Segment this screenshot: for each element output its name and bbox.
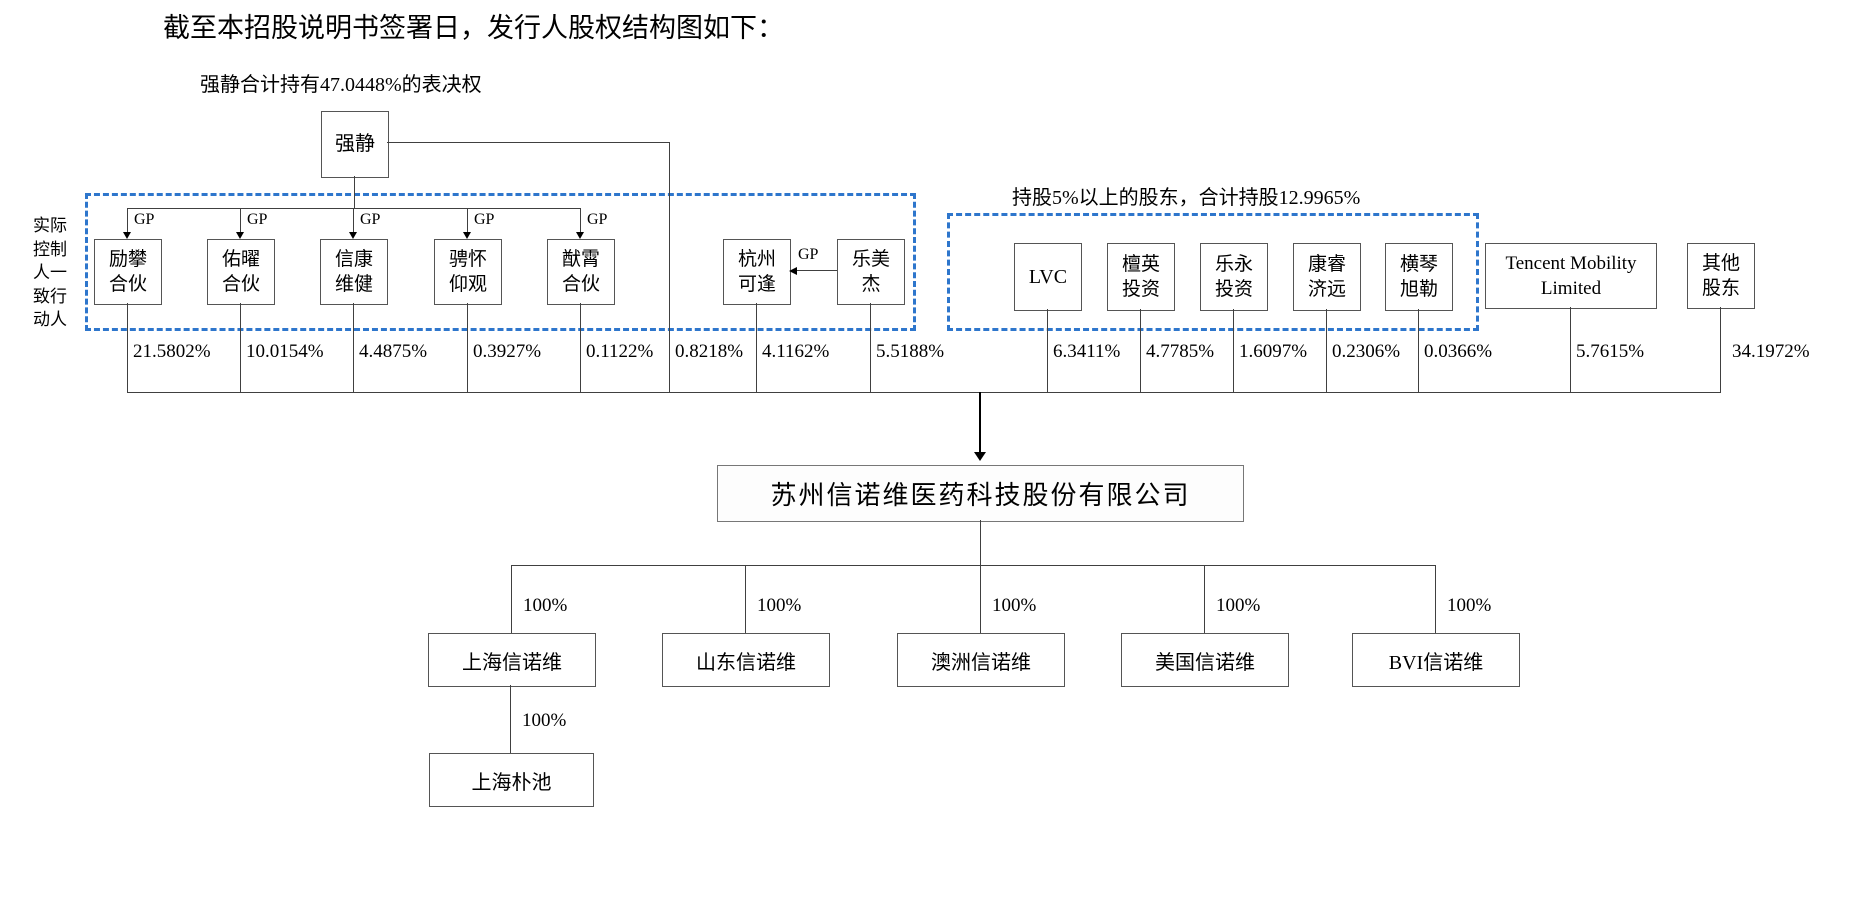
ownership-percent-label: 100% — [757, 595, 802, 616]
ownership-percent-label: 100% — [522, 710, 567, 731]
shareholder-box-chenghuai: 骋怀 仰观 — [434, 239, 502, 305]
shareholder-box-hengqin: 横琴 旭勒 — [1385, 243, 1453, 311]
connector-line — [1418, 309, 1419, 392]
connector-line — [756, 303, 757, 392]
connector-line — [353, 303, 354, 392]
connector-line — [580, 208, 581, 233]
subsidiary-box-meiguo-xinnuowei: 美国信诺维 — [1121, 633, 1289, 687]
connector-line — [1570, 307, 1571, 392]
gp-label: GP — [474, 211, 495, 228]
ownership-percent-label: 100% — [1216, 595, 1261, 616]
ownership-percent-label: 5.7615% — [1576, 341, 1645, 362]
gp-label: GP — [247, 211, 268, 228]
connector-line — [669, 142, 670, 392]
subsidiary-box-bvi-xinnuowei: BVI信诺维 — [1352, 633, 1520, 687]
connector-line — [127, 303, 128, 392]
connector-line — [1047, 309, 1048, 392]
connector-line — [980, 520, 981, 565]
actual-controller-group-label: 实际控制人一致行动人 — [33, 216, 67, 329]
connector-line — [745, 565, 746, 633]
ownership-percent-label: 5.5188% — [876, 341, 945, 362]
shareholder-box-lipan: 励攀 合伙 — [94, 239, 162, 305]
connector-line — [796, 270, 837, 271]
connector-line — [1204, 565, 1205, 633]
ownership-percent-label: 100% — [1447, 595, 1492, 616]
shareholder-box-leyong: 乐永 投资 — [1200, 243, 1268, 311]
connector-line — [1233, 309, 1234, 392]
connector-line — [870, 303, 871, 392]
connector-line — [127, 208, 128, 233]
arrow-down-icon — [463, 232, 471, 239]
gp-label: GP — [798, 246, 819, 263]
connector-line — [1720, 307, 1721, 392]
ownership-percent-label: 4.4875% — [359, 341, 428, 362]
ownership-percent-label: 1.6097% — [1239, 341, 1308, 362]
ownership-percent-label: 34.1972% — [1732, 341, 1810, 362]
connector-line — [467, 303, 468, 392]
shareholder-box-other-shareholders: 其他 股东 — [1687, 243, 1755, 309]
connector-line — [127, 392, 1721, 393]
ownership-percent-label: 4.7785% — [1146, 341, 1215, 362]
ownership-percent-label: 0.1122% — [586, 341, 654, 362]
ownership-percent-label: 0.3927% — [473, 341, 542, 362]
ownership-percent-label: 100% — [523, 595, 568, 616]
shareholder-box-kangrui: 康睿 济远 — [1293, 243, 1361, 311]
connector-line — [1326, 309, 1327, 392]
connector-line — [240, 208, 241, 233]
acting-in-concert-group-frame — [85, 193, 916, 331]
connector-line — [387, 142, 669, 143]
connector-line — [511, 565, 512, 633]
ownership-percent-label: 21.5802% — [133, 341, 211, 362]
shareholder-box-xinkangweijian: 信康 维健 — [320, 239, 388, 305]
gp-label: GP — [587, 211, 608, 228]
arrow-down-icon — [236, 232, 244, 239]
shareholder-box-tencent-mobility: Tencent Mobility Limited — [1485, 243, 1657, 309]
ownership-percent-label: 100% — [992, 595, 1037, 616]
connector-line — [354, 176, 355, 209]
connector-line — [467, 208, 468, 233]
voting-note: 强静合计持有47.0448%的表决权 — [200, 74, 482, 96]
company-box-issuer: 苏州信诺维医药科技股份有限公司 — [717, 465, 1244, 522]
shareholder-box-lvc: LVC — [1014, 243, 1082, 311]
ownership-percent-label: 4.1162% — [762, 341, 830, 362]
shareholder-box-lemeijie: 乐美 杰 — [837, 239, 905, 305]
arrow-left-icon — [789, 267, 797, 275]
connector-line — [127, 208, 581, 209]
connector-line — [1435, 565, 1436, 633]
subsidiary-box-aozhou-xinnuowei: 澳洲信诺维 — [897, 633, 1065, 687]
ownership-percent-label: 0.2306% — [1332, 341, 1401, 362]
connector-line — [980, 565, 981, 633]
gp-label: GP — [134, 211, 155, 228]
shareholder-box-hangzhoukefeng: 杭州 可逢 — [723, 239, 791, 305]
connector-line — [511, 565, 1436, 566]
subsidiary-box-shanghai-puchi: 上海朴池 — [429, 753, 594, 807]
arrow-down-icon — [349, 232, 357, 239]
major-shareholder-group-frame — [947, 213, 1479, 331]
ownership-percent-label: 6.3411% — [1053, 341, 1121, 362]
ownership-percent-label: 0.0366% — [1424, 341, 1493, 362]
subsidiary-box-shanghai-xinnuowei: 上海信诺维 — [428, 633, 596, 687]
arrow-down-icon — [974, 452, 986, 461]
connector-line — [510, 685, 511, 753]
shareholder-box-qiangjing: 强静 — [321, 111, 389, 178]
connector-line — [979, 392, 981, 453]
arrow-down-icon — [123, 232, 131, 239]
connector-line — [580, 303, 581, 392]
ownership-percent-label-qiangjing-direct: 0.8218% — [675, 341, 744, 362]
arrow-down-icon — [576, 232, 584, 239]
subsidiary-box-shandong-xinnuowei: 山东信诺维 — [662, 633, 830, 687]
diagram-caption: 截至本招股说明书签署日，发行人股权结构图如下： — [163, 13, 784, 43]
ownership-percent-label: 10.0154% — [246, 341, 324, 362]
shareholder-box-tanying: 檀英 投资 — [1107, 243, 1175, 311]
connector-line — [353, 208, 354, 233]
connector-line — [1140, 309, 1141, 392]
major-shareholder-group-label: 持股5%以上的股东，合计持股12.9965% — [1012, 187, 1361, 209]
shareholder-box-youyao: 佑曜 合伙 — [207, 239, 275, 305]
shareholder-box-youxiao: 猷霄 合伙 — [547, 239, 615, 305]
connector-line — [240, 303, 241, 392]
gp-label: GP — [360, 211, 381, 228]
